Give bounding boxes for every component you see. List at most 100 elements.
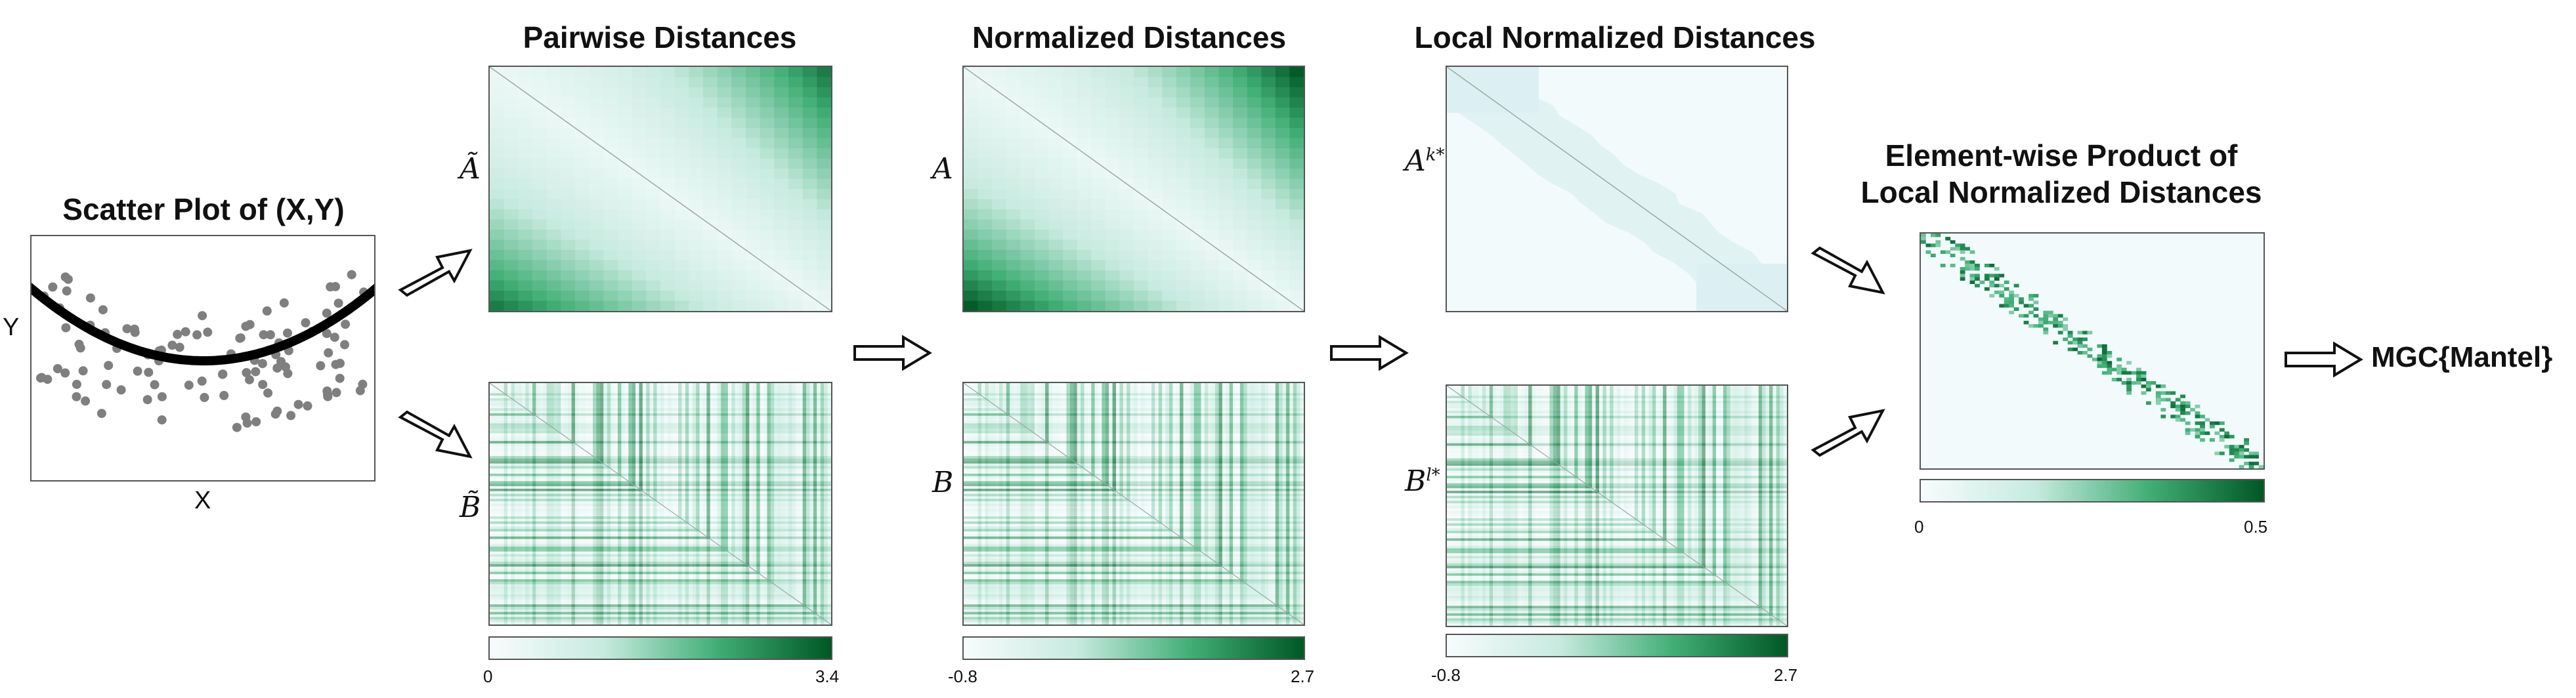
heatmap-cell xyxy=(2013,283,2019,288)
heatmap-cell xyxy=(2082,344,2088,348)
heatmap-cell xyxy=(1006,270,1021,281)
heatmap-cell xyxy=(2244,441,2249,445)
heatmap-cell xyxy=(1162,148,1177,159)
heatmap-cell xyxy=(1063,189,1078,200)
heatmap-cell xyxy=(1204,67,1220,78)
heatmap-cell xyxy=(589,230,604,241)
heatmap-cell xyxy=(802,239,817,251)
heatmap-cell xyxy=(1218,87,1234,98)
heatmap-cell xyxy=(802,169,817,180)
heatmap-cell xyxy=(1006,108,1021,119)
heatmap-cell xyxy=(964,209,979,220)
heatmap-cell xyxy=(992,117,1007,129)
heatmap-cell xyxy=(1063,300,1078,311)
heatmap-cell xyxy=(2214,421,2220,425)
heatmap-cell xyxy=(746,230,761,241)
matrix-column-band xyxy=(827,383,831,625)
heatmap-cell xyxy=(1048,239,1063,251)
heatmap-cell xyxy=(977,199,993,210)
matrix-column-band xyxy=(1641,386,1646,626)
matrix-row-band xyxy=(1447,508,1787,511)
matrix-column-band xyxy=(1623,386,1628,626)
heatmap-cell xyxy=(603,97,618,108)
heatmap-cell xyxy=(1105,67,1120,78)
heatmap-cell xyxy=(1925,250,1931,254)
matrix-column-band xyxy=(1208,383,1212,625)
heatmap-cell xyxy=(674,67,689,78)
matrix-column-band xyxy=(1169,383,1173,625)
heatmap-cell xyxy=(1148,77,1163,88)
heatmap-cell xyxy=(964,189,979,200)
heatmap-cell xyxy=(689,169,704,180)
heatmap-cell xyxy=(632,300,647,311)
heatmap-cell xyxy=(1233,87,1248,98)
heatmap-cell xyxy=(518,219,533,230)
scatter-point xyxy=(340,340,349,350)
heatmap-cell xyxy=(646,300,661,311)
heatmap-cell xyxy=(760,67,775,78)
heatmap-cell xyxy=(1999,290,2005,295)
heatmap-cell xyxy=(632,178,647,190)
heatmap-cell xyxy=(992,239,1007,251)
heatmap-cell xyxy=(689,260,704,271)
heatmap-cell xyxy=(788,87,804,98)
matrix-column-band xyxy=(824,383,828,625)
heatmap-cell xyxy=(788,250,804,261)
heatmap-cell xyxy=(1034,67,1050,78)
arrow-scatter-to-a-icon xyxy=(398,249,473,297)
heatmap-cell xyxy=(1925,243,1931,247)
heatmap-cell xyxy=(632,97,647,108)
matrix-row-band xyxy=(490,562,831,564)
heatmap-cell xyxy=(1218,138,1234,149)
heatmap-cell xyxy=(731,67,746,78)
heatmap-cell xyxy=(660,270,676,281)
heatmap-cell xyxy=(964,97,979,108)
heatmap-cell xyxy=(1950,264,1956,268)
heatmap-cell xyxy=(2160,407,2166,412)
heatmap-cell xyxy=(632,117,647,129)
heatmap-cell xyxy=(746,291,761,302)
heatmap-cell xyxy=(589,97,604,108)
heatmap-cell xyxy=(1261,250,1276,261)
heatmap-cell xyxy=(1119,219,1134,230)
heatmap-cell xyxy=(2200,415,2205,419)
heatmap-cell xyxy=(2053,324,2059,328)
matrix-row-band xyxy=(490,619,831,623)
heatmap-cell xyxy=(1965,260,1970,264)
heatmap-cell xyxy=(1275,128,1290,139)
scatter-point xyxy=(219,390,229,400)
heatmap-cell xyxy=(2219,451,2225,455)
matrix-row-band xyxy=(964,577,1304,579)
heatmap-cell xyxy=(1218,117,1234,129)
heatmap-cell xyxy=(2234,448,2240,452)
matrix-column-band xyxy=(664,383,668,625)
heatmap-cell xyxy=(1204,270,1220,281)
heatmap-cell xyxy=(646,250,661,261)
heatmap-cell xyxy=(977,128,993,139)
heatmap-cell xyxy=(1077,219,1092,230)
heatmap-cell xyxy=(992,199,1007,210)
col3-label-b-sup: l* xyxy=(1426,465,1440,485)
matrix-row-band xyxy=(964,619,1304,623)
matrix-column-band xyxy=(1659,386,1664,626)
matrix-column-band xyxy=(1681,386,1685,626)
heatmap-cell xyxy=(589,128,604,139)
col1-colorbar xyxy=(488,636,832,660)
heatmap-cell xyxy=(518,97,533,108)
heatmap-cell xyxy=(1077,87,1092,98)
matrix-row-band xyxy=(1447,560,1787,564)
heatmap-cell xyxy=(1233,97,1248,108)
matrix-row-band xyxy=(490,596,831,600)
heatmap-cell xyxy=(1134,67,1149,78)
heatmap-cell xyxy=(717,209,732,220)
heatmap-cell xyxy=(618,239,633,251)
scatter-point xyxy=(157,392,167,401)
heatmap-cell xyxy=(1091,291,1106,302)
heatmap-cell xyxy=(518,189,533,200)
matrix-row-band xyxy=(1447,516,1787,519)
heatmap-cell xyxy=(1077,300,1092,311)
matrix-column-band xyxy=(774,383,778,625)
col2-label-a: A xyxy=(932,152,953,186)
heatmap-cell xyxy=(1989,274,1995,277)
matrix-column-band xyxy=(1215,383,1219,625)
